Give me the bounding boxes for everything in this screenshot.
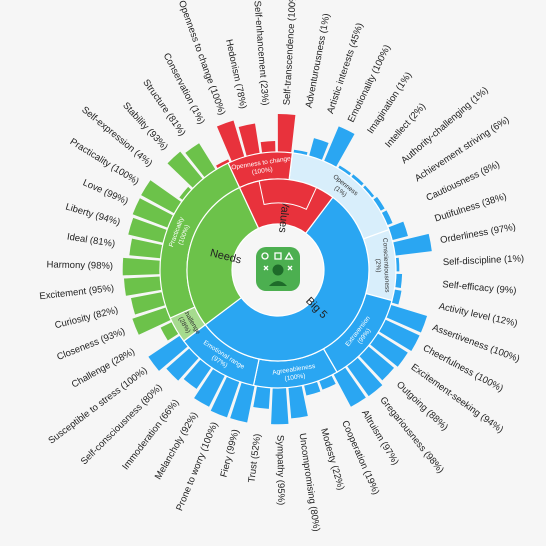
facet-bar-sympathy — [271, 387, 289, 425]
facet-bar-ideal — [129, 238, 163, 259]
facet-bar-self-efficacy — [394, 273, 403, 288]
facet-bar-authority-challenging — [362, 185, 375, 198]
facet-bar-achievement-striving — [372, 196, 385, 212]
facet-bar-trust — [253, 386, 271, 409]
main-segment-big5 — [204, 196, 370, 362]
facet-bar-fiery — [230, 382, 255, 423]
facet-label-achievement-striving: Achievement striving (6%) — [413, 115, 511, 185]
facet-label-love: Love (99%) — [81, 177, 130, 207]
facet-bar-dutifulness — [388, 221, 408, 241]
main-segment-needs — [186, 186, 260, 326]
facet-bar-cooperation — [319, 375, 336, 390]
facet-label-self-discipline: Self-discipline (1%) — [443, 253, 525, 268]
facet-bar-excitement-seeking — [369, 333, 408, 367]
facet-label-trust: Trust (52%) — [246, 433, 263, 483]
facet-label-self-efficacy: Self-efficacy (9%) — [442, 279, 517, 297]
facet-label-self-transcendence: Self-transcendence (100%) — [282, 0, 299, 106]
facet-label-adventurousness: Adventurousness (1%) — [304, 12, 333, 108]
facet-bar-adventurousness — [293, 149, 308, 156]
facet-bar-prone-to-worry — [210, 376, 240, 418]
center-icon-group — [256, 247, 300, 291]
facet-bar-love — [132, 198, 174, 228]
facet-label-curiosity: Curiosity (82%) — [54, 305, 120, 331]
facet-bar-uncompromising — [288, 385, 308, 419]
facet-label-orderliness: Orderliness (97%) — [439, 222, 516, 246]
facet-bar-conservation — [216, 159, 230, 169]
facet-bar-emotionality — [323, 126, 355, 168]
facet-bar-self-enhancement — [260, 140, 276, 154]
dim-label-conscientiousness: Conscientiousness(2%) — [373, 238, 390, 294]
facet-bar-altruism — [333, 367, 366, 407]
facet-bar-curiosity — [130, 292, 166, 315]
facet-bar-practicality — [141, 180, 182, 214]
facet-bar-stability — [167, 151, 203, 189]
facet-bar-self-expression — [179, 186, 192, 201]
facet-bar-openness-to-change — [216, 120, 245, 162]
facet-label-activity-level: Activity level (12%) — [438, 301, 519, 329]
facet-label-fiery: Fiery (99%) — [218, 428, 241, 478]
facet-bar-self-consciousness — [166, 348, 199, 381]
facet-bar-susceptible-to-stress — [148, 335, 188, 371]
facet-bar-immoderation — [183, 359, 212, 389]
facet-label-excitement: Excitement (95%) — [39, 283, 115, 302]
facet-bar-cheerfulness — [378, 319, 420, 352]
facet-bar-cautiousness — [381, 210, 393, 226]
facet-bar-assertiveness — [386, 304, 428, 333]
facet-bar-modesty — [304, 381, 321, 396]
facet-bar-structure — [185, 143, 216, 178]
facet-bar-excitement — [123, 276, 162, 296]
facet-bar-orderliness — [392, 233, 432, 256]
dimension-ring: Openness(1%)Conscientiousness(2%)Extrave… — [159, 151, 397, 389]
facet-bar-harmony — [122, 257, 161, 276]
person-icon — [261, 251, 294, 286]
main-subsegment-values — [258, 178, 318, 210]
facet-bar-gregariousness — [346, 357, 383, 397]
main-label-values: Values — [276, 199, 291, 233]
facet-label-liberty: Liberty (94%) — [64, 202, 121, 229]
facet-label-modesty: Modesty (22%) — [318, 427, 346, 491]
facet-label-hedonism: Hedonism (78%) — [223, 38, 249, 109]
facet-label-self-enhancement: Self-enhancement (23%) — [251, 0, 270, 106]
facet-bar-artistic-interests — [309, 138, 329, 161]
facet-bar-closeness — [132, 307, 172, 335]
facet-label-harmony: Harmony (98%) — [46, 259, 113, 272]
facet-label-ideal: Ideal (81%) — [66, 231, 116, 249]
facet-bar-self-transcendence — [277, 113, 296, 153]
facet-label-sympathy: Sympathy (95%) — [274, 435, 286, 505]
facet-label-gregariousness: Gregariousness (98%) — [377, 395, 445, 476]
facet-label-uncompromising: Uncompromising (80%) — [296, 432, 321, 532]
facet-bar-imagination — [338, 165, 352, 176]
facet-bar-outgoing — [359, 346, 395, 381]
facet-bars — [122, 113, 432, 425]
facet-bar-hedonism — [238, 123, 260, 157]
facet-bar-melancholy — [194, 368, 225, 407]
facet-bar-intellect — [351, 174, 364, 187]
facet-bar-liberty — [128, 217, 167, 243]
